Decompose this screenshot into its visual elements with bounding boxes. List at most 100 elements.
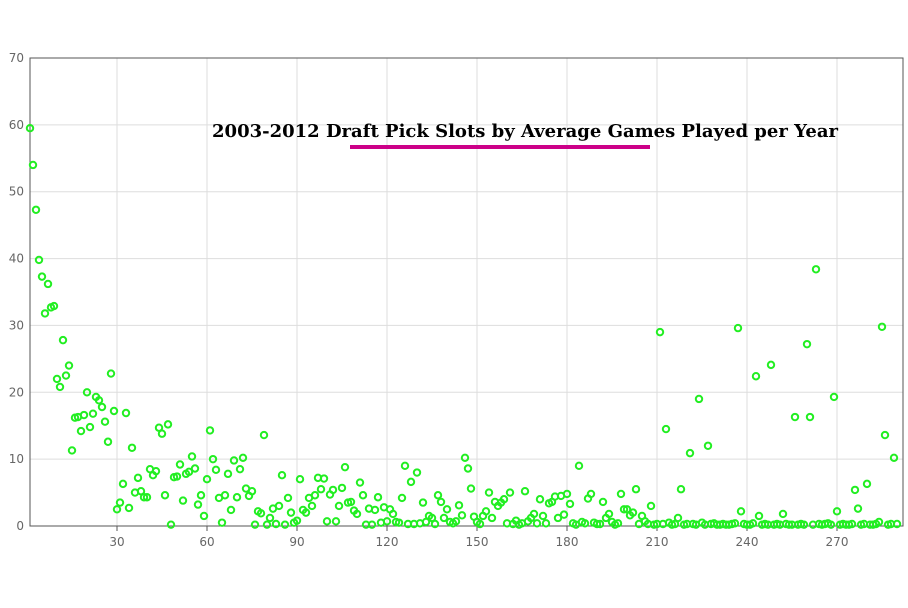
data-point: [265, 513, 275, 523]
data-point: [295, 475, 305, 484]
data-point: [439, 513, 449, 523]
data-point: [613, 519, 623, 528]
data-point: [319, 474, 329, 483]
data-point: [49, 301, 59, 311]
data-point: [631, 485, 641, 494]
data-point: [142, 493, 152, 502]
data-point: [322, 517, 332, 526]
data-point: [103, 437, 113, 446]
data-point: [184, 467, 194, 477]
data-point: [286, 508, 296, 517]
data-point: [406, 477, 416, 487]
data-point: [193, 500, 203, 509]
data-point: [586, 489, 596, 499]
data-point: [28, 160, 38, 170]
title-underline: [350, 145, 650, 149]
grid-lines: [30, 57, 903, 526]
y-tick-label: 20: [9, 385, 24, 399]
data-point: [454, 501, 464, 510]
data-point: [52, 374, 62, 384]
data-point: [259, 430, 269, 440]
data-point: [604, 509, 614, 519]
data-point: [124, 503, 134, 513]
data-point: [79, 410, 89, 420]
data-point: [463, 464, 473, 473]
data-point: [277, 470, 287, 480]
data-point: [535, 495, 545, 504]
data-point: [733, 323, 743, 333]
y-tick-label: 70: [9, 51, 24, 65]
data-point: [628, 508, 638, 517]
data-point: [310, 491, 320, 500]
data-point: [133, 473, 143, 483]
data-point: [112, 505, 122, 514]
data-point: [337, 483, 347, 493]
data-point: [412, 468, 422, 477]
x-tick-label: 210: [646, 535, 669, 549]
data-point: [442, 505, 452, 514]
data-point: [559, 510, 569, 519]
data-point: [55, 382, 65, 392]
data-point: [880, 430, 890, 440]
data-point: [436, 497, 446, 507]
data-point: [532, 519, 542, 528]
data-point: [370, 505, 380, 515]
data-point: [520, 487, 530, 496]
data-point: [223, 469, 233, 479]
data-point: [118, 479, 128, 489]
data-point: [334, 501, 344, 511]
data-point: [703, 441, 713, 450]
data-point: [562, 489, 572, 499]
data-point: [355, 478, 365, 487]
data-point: [805, 412, 815, 422]
data-point: [598, 497, 608, 507]
data-point: [892, 519, 902, 529]
data-point: [331, 517, 341, 526]
data-point: [754, 511, 764, 521]
data-point: [43, 279, 53, 289]
data-point: [100, 417, 110, 426]
data-point: [139, 493, 149, 502]
data-point: [799, 520, 809, 529]
data-point: [574, 461, 584, 471]
data-point: [751, 372, 761, 381]
y-tick-label: 40: [9, 252, 24, 266]
data-points: [25, 124, 902, 529]
data-point: [187, 452, 197, 461]
data-point: [694, 394, 704, 404]
data-point: [64, 361, 74, 370]
data-point: [619, 505, 629, 514]
data-point: [196, 491, 206, 500]
y-tick-label: 10: [9, 452, 24, 466]
data-point: [199, 511, 209, 521]
data-point: [388, 509, 398, 519]
data-point: [889, 453, 899, 463]
data-point: [418, 498, 428, 507]
data-point: [400, 461, 410, 471]
data-point: [82, 388, 92, 397]
data-point: [874, 517, 884, 527]
y-tick-label: 60: [9, 118, 24, 132]
data-point: [457, 511, 467, 520]
data-point: [352, 509, 362, 519]
x-tick-label: 150: [466, 535, 489, 549]
data-point: [451, 517, 461, 526]
data-point: [226, 505, 236, 515]
data-point: [217, 518, 227, 527]
data-point: [175, 460, 185, 469]
data-point: [529, 509, 539, 519]
data-point: [475, 519, 485, 529]
data-point: [40, 309, 50, 318]
data-point: [166, 520, 176, 529]
data-point: [766, 360, 776, 370]
data-point: [109, 406, 119, 416]
data-point: [853, 504, 863, 513]
data-point: [160, 491, 170, 500]
data-point: [877, 322, 887, 331]
data-point: [481, 507, 491, 516]
data-point: [541, 519, 551, 528]
data-point: [373, 493, 383, 502]
data-point: [151, 466, 161, 476]
data-point: [730, 519, 740, 528]
y-tick-label: 50: [9, 185, 24, 199]
